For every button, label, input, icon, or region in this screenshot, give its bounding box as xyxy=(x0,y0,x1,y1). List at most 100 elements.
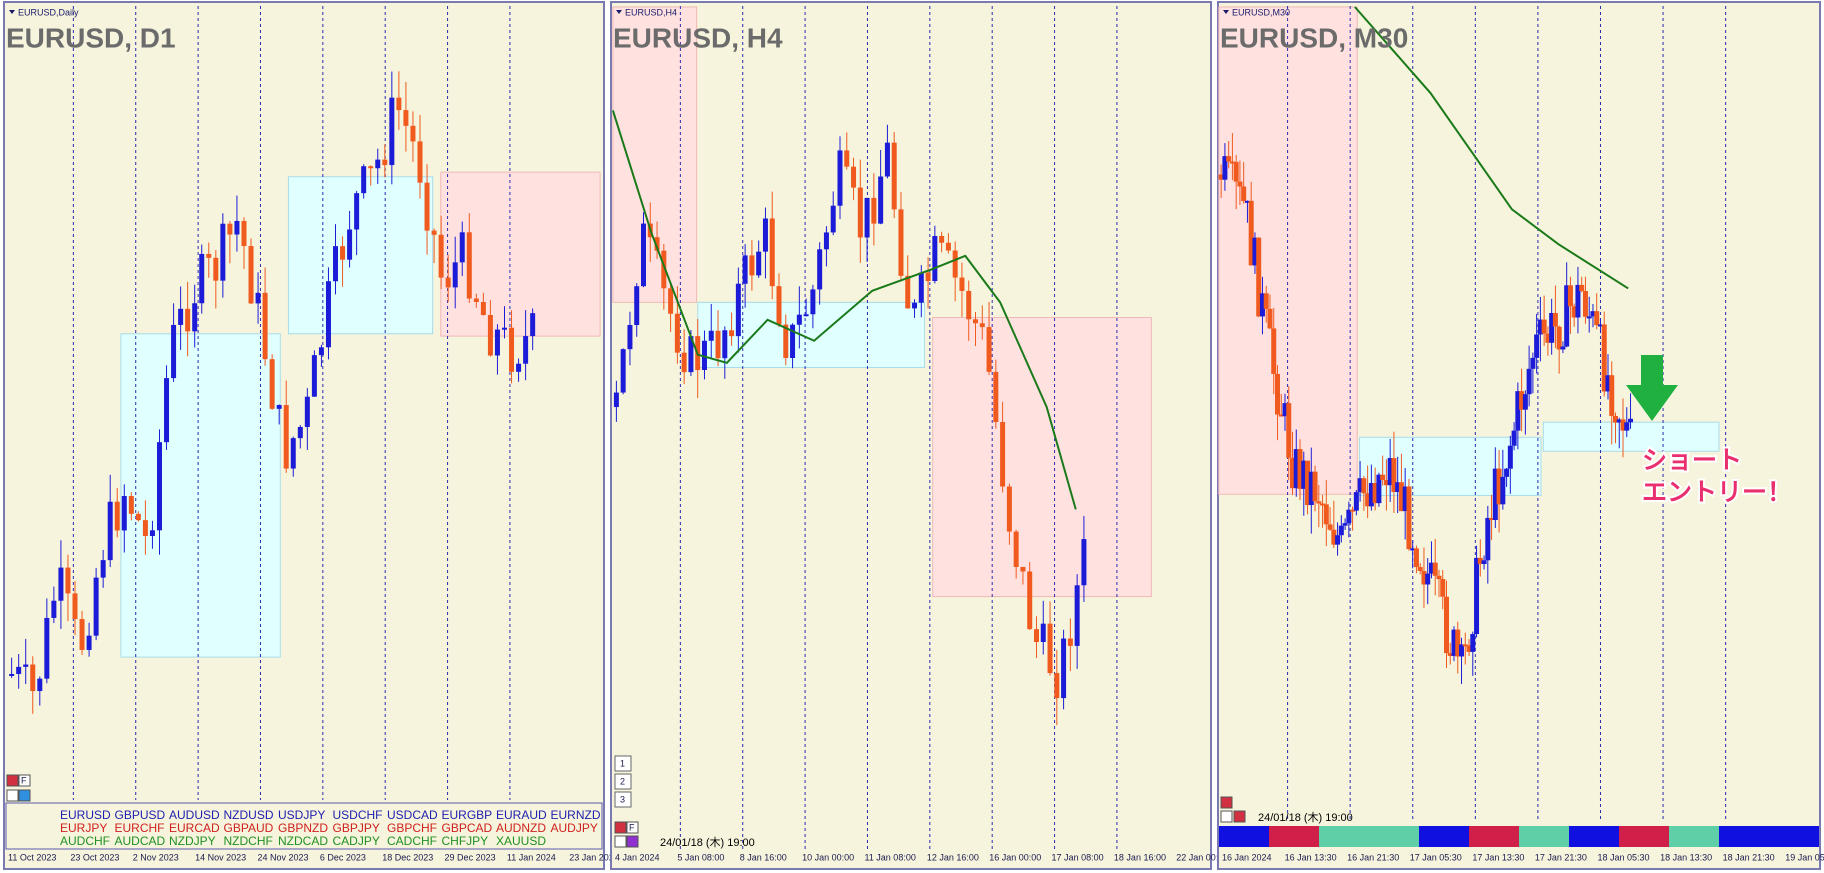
minimize-button[interactable] xyxy=(1220,796,1233,809)
candle-body xyxy=(1222,156,1228,180)
currency-pair-button[interactable]: NZDCHF xyxy=(224,834,273,848)
object-button[interactable] xyxy=(614,791,632,808)
close-button[interactable] xyxy=(614,835,627,848)
candle-body xyxy=(1440,579,1446,597)
candle-body xyxy=(654,237,660,251)
currency-pair-button[interactable]: AUDUSD xyxy=(169,808,220,822)
currency-pair-button[interactable]: CHFJPY xyxy=(442,834,489,848)
settings-button[interactable] xyxy=(1233,810,1246,823)
currency-pair-button[interactable]: EURNZD xyxy=(551,808,601,822)
settings-button[interactable] xyxy=(18,789,31,802)
currency-pair-button[interactable]: EURUSD xyxy=(60,808,111,822)
candle-body xyxy=(1504,468,1510,477)
candle-body xyxy=(516,363,522,372)
candle-body xyxy=(1335,535,1341,545)
candle-body xyxy=(1579,284,1585,292)
candle-body xyxy=(1575,284,1581,318)
candle-body xyxy=(918,272,924,303)
currency-pair-button[interactable]: AUDCHF xyxy=(60,834,110,848)
candle-body xyxy=(23,664,29,667)
candle-body xyxy=(156,442,162,531)
currency-pair-button[interactable]: EURAUD xyxy=(496,808,547,822)
candle-body xyxy=(523,336,529,364)
currency-pair-button[interactable]: CADJPY xyxy=(333,834,380,848)
currency-pair-button[interactable]: USDCHF xyxy=(333,808,383,822)
candle-body xyxy=(347,229,353,260)
currency-pair-button[interactable]: GBPUSD xyxy=(115,808,166,822)
candle-body xyxy=(1526,368,1532,395)
currency-pair-button[interactable]: AUDCAD xyxy=(115,834,166,848)
candle-body xyxy=(1522,394,1528,410)
currency-pair-button[interactable]: GBPCHF xyxy=(387,821,437,835)
x-axis-label: 12 Jan 16:00 xyxy=(927,852,979,862)
candle-body xyxy=(501,327,507,330)
candle-body xyxy=(459,232,465,263)
candle-body xyxy=(613,392,619,408)
candle-body xyxy=(1511,430,1517,446)
annotation-text: エントリー！ xyxy=(1642,479,1792,507)
currency-pair-button[interactable]: NZDCAD xyxy=(278,834,328,848)
candle-body xyxy=(756,251,762,276)
candle-body xyxy=(844,150,850,167)
currency-pair-button[interactable]: USDJPY xyxy=(278,808,325,822)
close-button[interactable] xyxy=(1220,810,1233,823)
currency-pair-button[interactable]: GBPJPY xyxy=(333,821,380,835)
candle-body xyxy=(1432,562,1438,576)
x-axis-label: 11 Jan 2024 xyxy=(507,852,556,862)
candle-body xyxy=(149,530,155,537)
currency-pair-button[interactable]: EURGBP xyxy=(442,808,493,822)
candle-body xyxy=(1564,285,1570,347)
candle-body xyxy=(722,330,728,359)
settings-button[interactable] xyxy=(626,835,639,848)
f-button[interactable] xyxy=(18,774,31,787)
candle-body xyxy=(1571,306,1577,318)
currency-pair-button[interactable]: NZDUSD xyxy=(224,808,274,822)
currency-pair-button[interactable]: GBPAUD xyxy=(224,821,274,835)
x-axis-label: 16 Jan 00:00 xyxy=(989,852,1041,862)
timestamp: 24/01/18 (木) 19:00 xyxy=(1258,811,1353,824)
currency-pair-button[interactable]: XAUUSD xyxy=(496,834,546,848)
session-bar-segment xyxy=(1419,826,1469,847)
minimize-button[interactable] xyxy=(614,821,627,834)
currency-pair-button[interactable]: GBPNZD xyxy=(278,821,328,835)
candle-body xyxy=(1278,414,1284,417)
candle-body xyxy=(762,218,768,252)
currency-pair-button[interactable]: EURCHF xyxy=(115,821,165,835)
candle-body xyxy=(65,567,71,594)
currency-pair-button[interactable]: EURJPY xyxy=(60,821,107,835)
minimize-button[interactable] xyxy=(6,774,19,787)
candle-body xyxy=(297,426,303,439)
candle-body xyxy=(171,324,177,379)
candle-body xyxy=(333,246,339,282)
currency-pair-button[interactable]: NZDJPY xyxy=(169,834,216,848)
candle-body xyxy=(1353,492,1359,511)
candle-body xyxy=(715,330,721,359)
candle-body xyxy=(1425,573,1431,585)
candle-body xyxy=(438,234,444,278)
f-button[interactable] xyxy=(626,821,639,834)
candle-body xyxy=(1338,525,1344,536)
candle-body xyxy=(1006,486,1012,532)
close-button[interactable] xyxy=(6,789,19,802)
currency-pair-button[interactable]: GBPCAD xyxy=(442,821,493,835)
candle-body xyxy=(1428,562,1434,574)
candle-body xyxy=(417,141,423,183)
currency-pair-button[interactable]: CADCHF xyxy=(387,834,437,848)
currency-pair-button[interactable]: USDCAD xyxy=(387,808,438,822)
candle-body xyxy=(1383,479,1389,486)
object-button[interactable] xyxy=(614,773,632,790)
currency-pair-button[interactable]: EURCAD xyxy=(169,821,220,835)
candle-body xyxy=(389,97,395,166)
candle-body xyxy=(58,567,64,601)
candle-body xyxy=(72,593,78,620)
window-title: EURUSD,Daily xyxy=(18,7,79,17)
candle-body xyxy=(729,330,735,337)
currency-pair-button[interactable]: AUDJPY xyxy=(551,821,598,835)
candle-body xyxy=(178,308,184,325)
candle-body xyxy=(959,277,965,291)
x-axis-label: 8 Jan 16:00 xyxy=(740,852,787,862)
currency-pair-button[interactable]: AUDNZD xyxy=(496,821,546,835)
candle-body xyxy=(1477,557,1483,565)
candle-body xyxy=(823,232,829,250)
object-button[interactable] xyxy=(614,755,632,772)
